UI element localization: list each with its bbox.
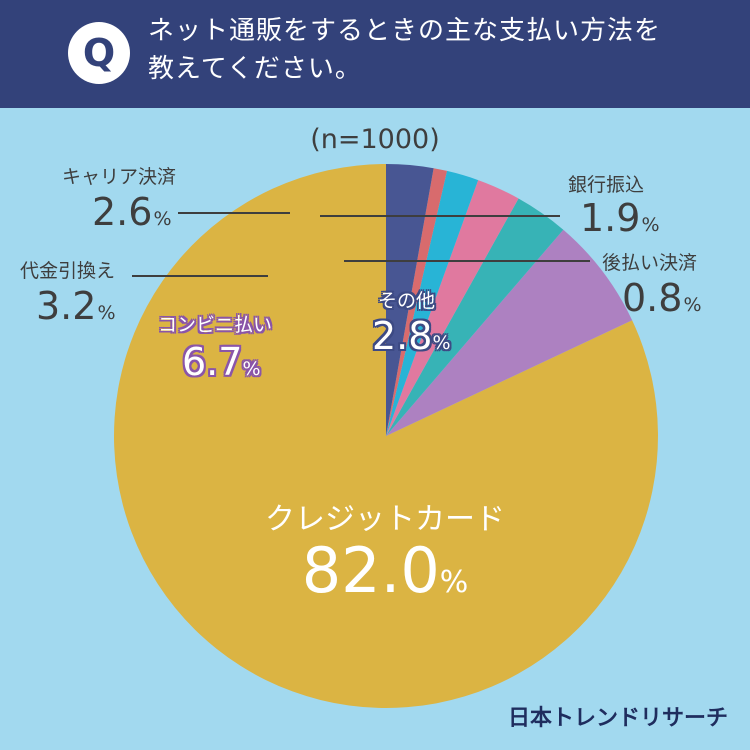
pie-slice-cod: [386, 198, 564, 436]
pie-slice-other: [386, 164, 434, 436]
label-bank-value: 1.9%: [580, 196, 660, 240]
label-bank-name: 銀行振込: [568, 174, 645, 196]
pie-slice-bank: [386, 170, 479, 436]
pie-slice-postpay: [386, 168, 447, 436]
question-line-1: ネット通販をするときの主な支払い方法を: [148, 16, 662, 46]
sample-size-label: (n=1000): [310, 124, 440, 155]
label-other-name: その他: [378, 290, 436, 312]
label-postpay-value: 0.8%: [622, 276, 702, 320]
label-credit-name: クレジットカード: [265, 502, 505, 537]
pie-slice-credit: [113, 164, 658, 708]
label-cod-name: 代金引換え: [20, 260, 116, 282]
label-cod-value: 3.2%: [36, 284, 116, 328]
q-badge: Q: [68, 22, 130, 84]
label-credit-value: 82.0%: [301, 534, 469, 607]
label-konbini-name: コンビニ払い: [158, 314, 273, 336]
label-konbini-value: 6.7%: [182, 340, 261, 384]
label-carrier-value: 2.6%: [92, 190, 172, 234]
question-text: ネット通販をするときの主な支払い方法を 教えてください。: [148, 12, 728, 88]
question-line-2: 教えてください。: [148, 54, 362, 84]
label-postpay-name: 後払い決済: [602, 252, 698, 274]
label-other-value: 2.8%: [372, 314, 451, 358]
pie-slice-carrier: [386, 180, 519, 436]
brand-logo-text: 日本トレンドリサーチ: [507, 706, 728, 731]
label-carrier-name: キャリア決済: [62, 166, 177, 188]
question-header: Q ネット通販をするときの主な支払い方法を 教えてください。: [0, 0, 750, 108]
pie-slice-konbini: [386, 229, 633, 436]
